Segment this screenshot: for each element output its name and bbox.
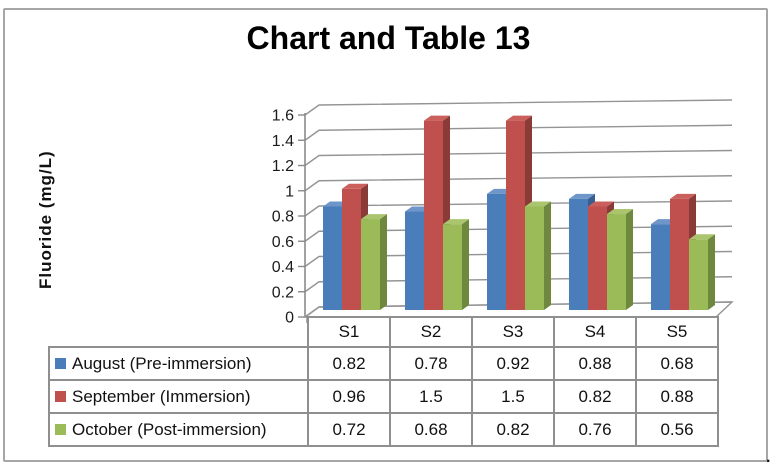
bar-top-face xyxy=(689,234,715,240)
bar xyxy=(405,211,424,310)
gridline xyxy=(304,124,733,141)
bar xyxy=(670,198,689,310)
bar-top-face xyxy=(361,214,387,220)
bar-top-face xyxy=(424,115,450,121)
legend-entry: September (Immersion) xyxy=(51,386,306,407)
y-tick-label: 0.8 xyxy=(272,209,294,226)
y-tick-label: 1.6 xyxy=(272,108,294,125)
legend-swatch-icon xyxy=(55,358,66,369)
y-tick-label: 1 xyxy=(285,183,294,200)
bar-side-face xyxy=(462,219,469,310)
table-cell: 0.82 xyxy=(553,379,637,414)
bar-top-face xyxy=(569,193,595,199)
chart-title: Chart and Table 13 xyxy=(246,20,531,56)
bar-top-face xyxy=(342,183,368,189)
bar xyxy=(525,206,544,310)
table-cell: 0.88 xyxy=(553,346,637,381)
legend-entry: August (Pre-immersion) xyxy=(51,353,306,374)
table-cell: 0.82 xyxy=(471,412,555,447)
bar-top-face xyxy=(525,201,551,207)
bar xyxy=(487,193,506,310)
bar-top-face xyxy=(607,209,633,215)
bar-top-face xyxy=(506,115,532,121)
bar xyxy=(323,206,342,310)
bar xyxy=(443,224,462,310)
table-header-cell: S1 xyxy=(307,316,391,348)
bar-side-face xyxy=(544,201,551,310)
gridline xyxy=(304,175,733,192)
data-table: S1 S2 S3 S4 S5 August (Pre-immersion) 0.82 0.78… xyxy=(48,316,719,447)
bar xyxy=(588,206,607,310)
table-row: October (Post-immersion) 0.72 0.68 0.82 0.76… xyxy=(48,412,719,447)
table-corner-cell xyxy=(49,317,308,347)
table-row: September (Immersion) 0.96 1.5 1.5 0.82 0.88 xyxy=(48,379,719,414)
bar xyxy=(689,239,708,310)
y-tick-label: 0 xyxy=(285,310,294,327)
legend-label: October (Post-immersion) xyxy=(72,419,267,439)
y-tick-label: 0.6 xyxy=(272,234,294,251)
y-tick-label: 1.2 xyxy=(272,158,294,175)
bar xyxy=(651,224,670,310)
legend-swatch-icon xyxy=(55,424,66,435)
table-cell: 0.72 xyxy=(307,412,391,447)
table-cell: 0.96 xyxy=(307,379,391,414)
bar-side-face xyxy=(708,234,715,310)
table-cell: 0.68 xyxy=(389,412,473,447)
bar xyxy=(361,219,380,310)
table-cell: 0.78 xyxy=(389,346,473,381)
table-cell: 0.82 xyxy=(307,346,391,381)
bar-top-face xyxy=(670,193,696,199)
bar xyxy=(607,214,626,310)
bar-top-face xyxy=(588,201,614,207)
legend-label: September (Immersion) xyxy=(72,386,251,406)
table-header-row: S1 S2 S3 S4 S5 xyxy=(49,316,719,348)
table-header-cell: S5 xyxy=(635,316,719,348)
legend-cell: September (Immersion) xyxy=(48,379,309,414)
y-tick-label: 0.2 xyxy=(272,284,294,301)
bar-side-face xyxy=(380,214,387,310)
table-cell: 0.92 xyxy=(471,346,555,381)
legend-label: August (Pre-immersion) xyxy=(72,353,252,373)
bar xyxy=(342,188,361,310)
table-cell: 0.88 xyxy=(635,379,719,414)
stray-period: . xyxy=(766,449,771,466)
y-tick-label: 1.4 xyxy=(272,133,294,150)
bar xyxy=(569,198,588,310)
bar-side-face xyxy=(626,209,633,310)
legend-cell: August (Pre-immersion) xyxy=(48,346,309,381)
table-cell: 0.68 xyxy=(635,346,719,381)
bar-top-face xyxy=(443,219,469,225)
bar xyxy=(506,120,525,310)
table-header-cell: S3 xyxy=(471,316,555,348)
table-cell: 0.56 xyxy=(635,412,719,447)
table-cell: 0.76 xyxy=(553,412,637,447)
table-cell: 1.5 xyxy=(389,379,473,414)
table-cell: 1.5 xyxy=(471,379,555,414)
legend-entry: October (Post-immersion) xyxy=(51,419,306,440)
y-tick-label: 0.4 xyxy=(272,259,294,276)
legend-cell: October (Post-immersion) xyxy=(48,412,309,447)
table-header-cell: S4 xyxy=(553,316,637,348)
table-row: August (Pre-immersion) 0.82 0.78 0.92 0.88 0.… xyxy=(48,346,719,381)
gridline xyxy=(304,99,733,116)
gridline xyxy=(304,149,733,167)
bar xyxy=(424,120,443,310)
table-header-cell: S2 xyxy=(389,316,473,348)
legend-swatch-icon xyxy=(55,391,66,402)
